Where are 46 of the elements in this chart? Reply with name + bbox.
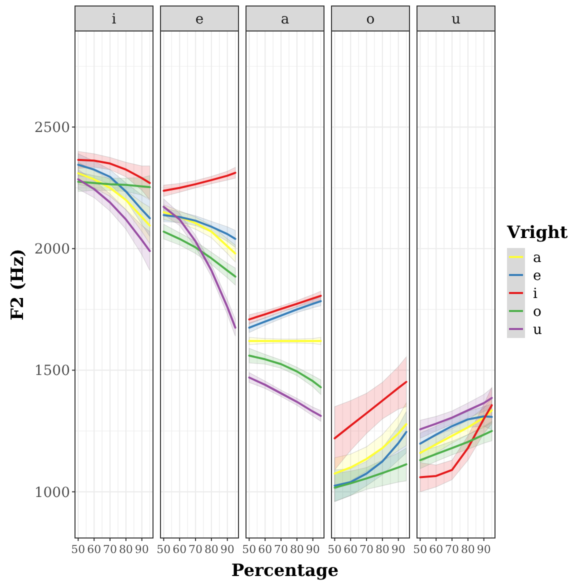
line-series <box>77 158 151 184</box>
x-tick-label: 50 <box>156 543 171 556</box>
x-tick-label: 80 <box>460 543 475 556</box>
chart-title: o <box>366 12 375 28</box>
x-tick-label: 90 <box>134 543 149 556</box>
x-tick-label: 70 <box>360 543 374 556</box>
x-tick-label: 70 <box>445 543 460 556</box>
line-series <box>77 164 151 220</box>
legend-label: a <box>533 250 542 266</box>
legend-label: o <box>533 304 542 320</box>
x-tick-label: 50 <box>242 543 256 556</box>
x-tick-label: 50 <box>328 543 342 556</box>
y-tick-label: 2000 <box>34 242 70 258</box>
x-tick-label: 90 <box>220 543 234 556</box>
legend-title: Vright <box>506 223 568 243</box>
x-tick-label: 90 <box>306 543 320 556</box>
x-tick-label: 80 <box>118 543 133 556</box>
x-tick-label: 70 <box>188 543 203 556</box>
x-tick-label: 50 <box>71 543 86 556</box>
x-tick-label: 90 <box>476 543 491 556</box>
x-tick-label: 60 <box>429 543 444 556</box>
x-axis-title: Percentage <box>231 561 339 581</box>
x-tick-label: 60 <box>172 543 187 556</box>
x-tick-label: 70 <box>274 543 288 556</box>
chart-title: a <box>280 12 290 28</box>
x-tick-label: 80 <box>375 543 390 556</box>
y-axis-title: F2 (Hz) <box>8 248 28 320</box>
legend-label: i <box>533 286 538 302</box>
x-tick-label: 50 <box>413 543 428 556</box>
x-tick-label: 60 <box>87 543 102 556</box>
x-tick-label: 90 <box>391 543 406 556</box>
chart-title: u <box>451 12 461 28</box>
line-series <box>77 178 151 252</box>
x-tick-label: 80 <box>204 543 218 556</box>
y-tick-label: 1000 <box>34 484 70 501</box>
chart-title: i <box>112 12 117 28</box>
x-tick-label: 70 <box>103 543 118 556</box>
legend-label: e <box>533 268 542 284</box>
chart-title: e <box>195 12 204 28</box>
y-tick-label: 1500 <box>34 363 70 380</box>
x-tick-label: 80 <box>290 543 304 556</box>
legend-label: u <box>533 322 542 338</box>
line-series <box>77 172 151 227</box>
x-tick-label: 60 <box>258 543 272 556</box>
x-tick-label: 60 <box>344 543 358 556</box>
y-tick-label: 2500 <box>34 120 70 136</box>
